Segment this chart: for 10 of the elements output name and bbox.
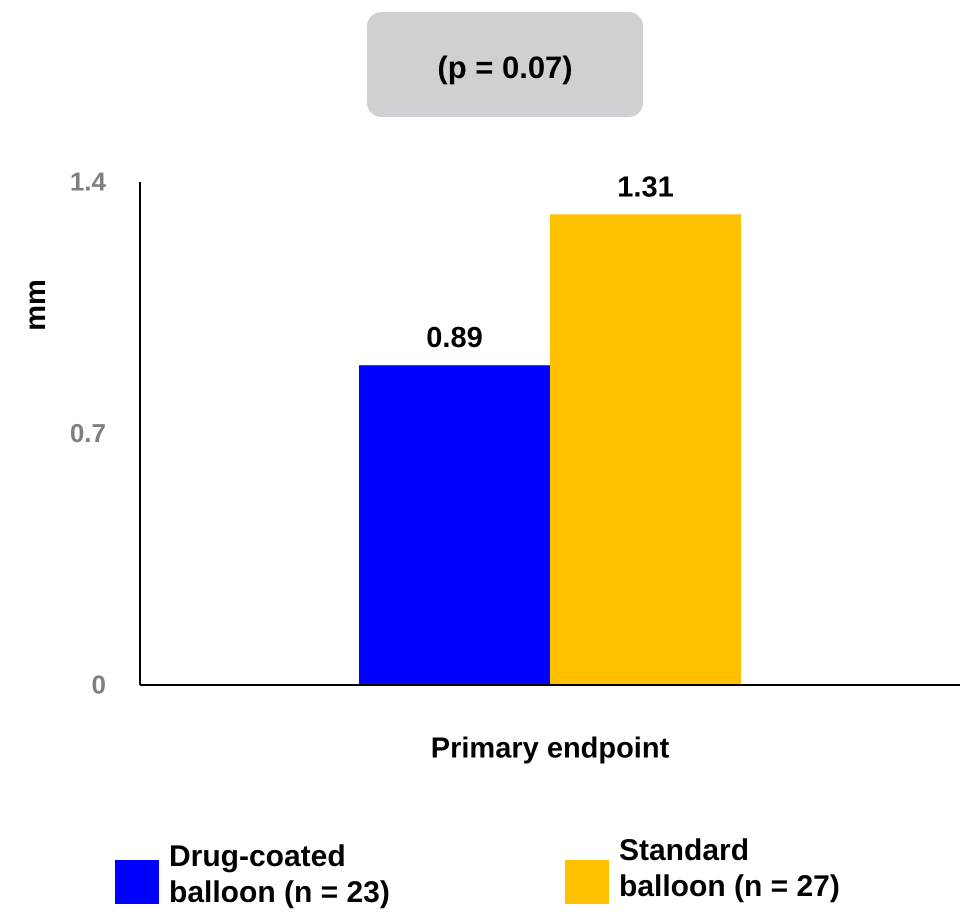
y-tick-label: 0 (92, 669, 106, 700)
x-tick-label: Primary endpoint (430, 732, 670, 765)
data-label: 0.89 (426, 322, 483, 354)
legend-label: Standard balloon (n = 27) (619, 834, 840, 903)
y-axis-title: mm (20, 279, 52, 331)
data-label: 1.31 (617, 171, 674, 204)
text: (p = 0.07) (437, 50, 573, 85)
legend-label: Drug-coated balloon (n = 23) (169, 840, 390, 909)
y-tick-label: 1.4 (70, 166, 107, 196)
y-tick-label: 0.7 (70, 418, 106, 448)
